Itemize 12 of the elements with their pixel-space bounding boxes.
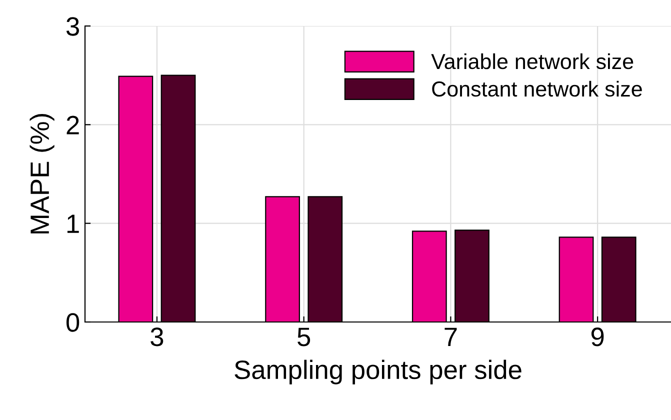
y-axis-title: MAPE (%) (30, 114, 54, 234)
legend-label: Variable network size (431, 53, 634, 70)
y-tick-label: 2 (66, 116, 79, 134)
x-tick-label: 9 (591, 328, 604, 346)
y-tick-label: 0 (66, 313, 80, 332)
y-tick-label: 3 (66, 17, 79, 36)
x-tick-label: 7 (444, 328, 457, 346)
legend-label: Constant network size (432, 80, 642, 97)
x-tick-label: 3 (150, 328, 164, 346)
x-axis-title: Sampling points per side (234, 360, 522, 384)
y-tick-label: 1 (67, 214, 79, 233)
x-tick-label: 5 (298, 328, 310, 346)
